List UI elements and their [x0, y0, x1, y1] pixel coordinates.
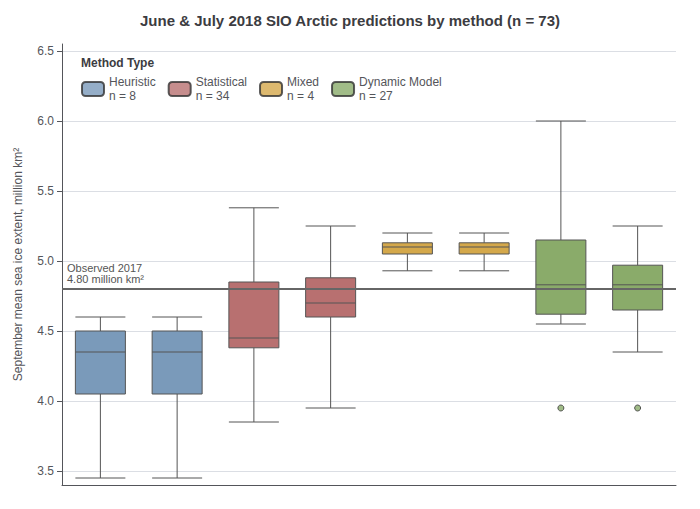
svg-text:n = 27: n = 27: [359, 89, 393, 103]
svg-text:5.0: 5.0: [37, 254, 54, 268]
svg-text:4.0: 4.0: [37, 394, 54, 408]
svg-text:September mean sea ice extent,: September mean sea ice extent, million k…: [11, 148, 25, 381]
svg-text:4.80 million km²: 4.80 million km²: [67, 273, 144, 285]
svg-text:Mixed: Mixed: [287, 75, 319, 89]
svg-text:6.5: 6.5: [37, 44, 54, 58]
svg-text:n = 8: n = 8: [109, 89, 136, 103]
svg-text:n = 4: n = 4: [287, 89, 314, 103]
svg-text:Method Type: Method Type: [81, 56, 154, 70]
svg-text:5.5: 5.5: [37, 184, 54, 198]
svg-text:n = 34: n = 34: [196, 89, 230, 103]
svg-text:June & July 2018 SIO Arctic pr: June & July 2018 SIO Arctic predictions …: [140, 12, 560, 29]
svg-text:4.5: 4.5: [37, 324, 54, 338]
svg-text:Statistical: Statistical: [196, 75, 247, 89]
svg-text:6.0: 6.0: [37, 114, 54, 128]
svg-text:Observed 2017: Observed 2017: [67, 261, 143, 274]
svg-text:Heuristic: Heuristic: [109, 75, 156, 89]
svg-text:Dynamic Model: Dynamic Model: [359, 75, 442, 89]
svg-text:3.5: 3.5: [37, 464, 54, 478]
